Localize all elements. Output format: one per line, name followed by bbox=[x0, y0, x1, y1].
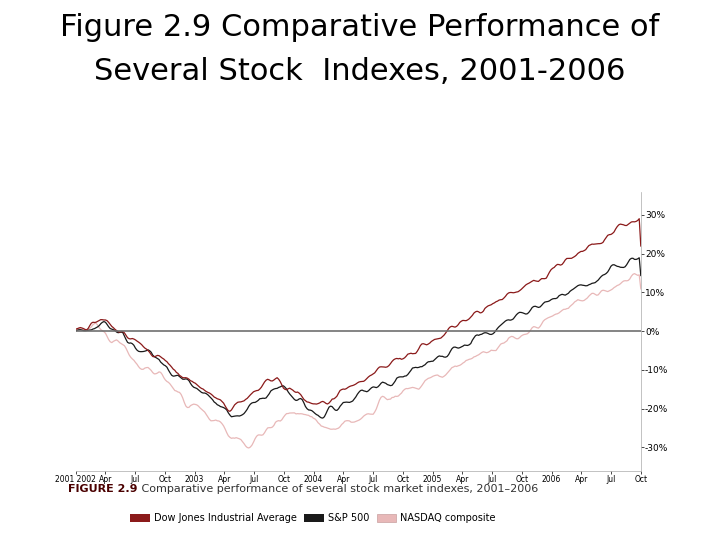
Text: Comparative performance of several stock market indexes, 2001–2006: Comparative performance of several stock… bbox=[131, 484, 538, 494]
Legend: Dow Jones Industrial Average, S&P 500, NASDAQ composite: Dow Jones Industrial Average, S&P 500, N… bbox=[127, 509, 500, 527]
Text: FIGURE 2.9: FIGURE 2.9 bbox=[68, 484, 138, 494]
Text: Figure 2.9 Comparative Performance of: Figure 2.9 Comparative Performance of bbox=[60, 14, 660, 43]
Text: Several Stock  Indexes, 2001-2006: Several Stock Indexes, 2001-2006 bbox=[94, 57, 626, 86]
